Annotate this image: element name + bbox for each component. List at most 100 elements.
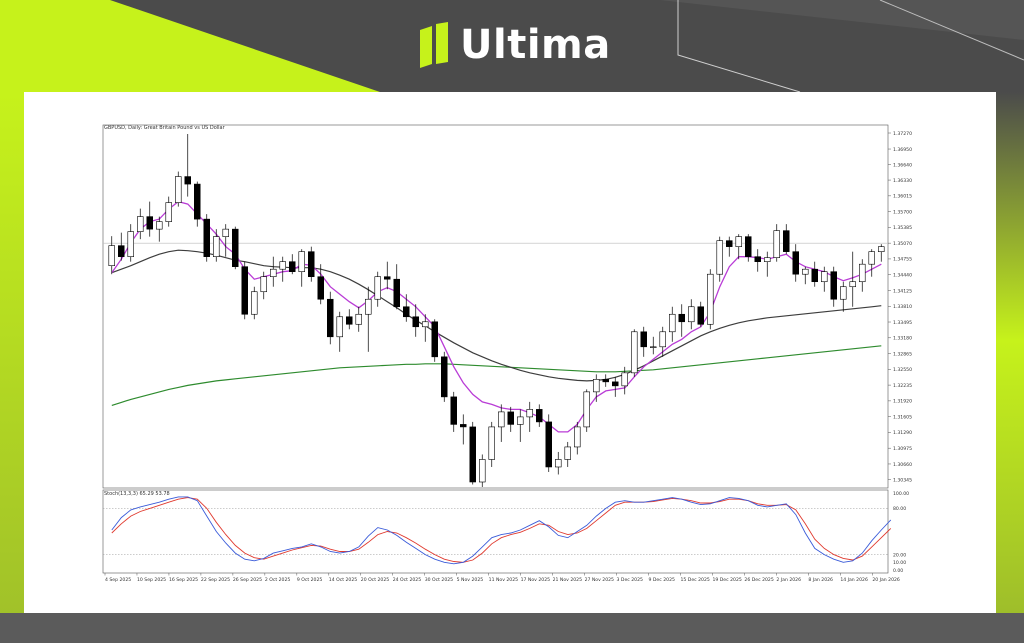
candle	[802, 266, 809, 285]
candle	[716, 236, 723, 282]
bearish-candle-body	[317, 276, 324, 300]
bearish-candle-body	[184, 176, 191, 185]
candle	[431, 319, 438, 362]
date-tick-label: 8 Jan 2026	[808, 577, 833, 583]
candle	[488, 421, 495, 467]
bearish-candle-body	[346, 316, 353, 325]
bearish-candle-body	[602, 379, 609, 383]
candle	[165, 196, 172, 227]
candle	[878, 244, 885, 262]
price-tick-label: 1.32865	[893, 351, 912, 357]
candle	[393, 264, 400, 310]
candle	[108, 236, 115, 275]
price-pane	[102, 124, 889, 574]
bullish-candle-body	[260, 276, 267, 293]
bearish-candle-body	[726, 240, 733, 247]
date-tick-label: 16 Sep 2025	[169, 577, 198, 583]
ultima-logo-mark-icon	[420, 22, 448, 68]
price-tick-label: 1.31920	[893, 399, 912, 405]
candle	[526, 401, 533, 432]
candle	[621, 366, 628, 395]
slow-moving-average-line	[111, 345, 882, 406]
bullish-candle-body	[526, 409, 533, 418]
bearish-candle-body	[507, 411, 514, 425]
moving-averages	[111, 200, 882, 433]
bearish-candle-body	[792, 251, 799, 275]
candle	[574, 421, 581, 455]
bearish-candle-body	[450, 396, 457, 425]
bullish-candle-body	[574, 426, 581, 448]
bullish-candle-body	[802, 268, 809, 275]
bearish-candle-body	[545, 421, 552, 468]
bearish-candle-body	[441, 356, 448, 398]
bearish-candle-body	[289, 261, 296, 273]
candle	[279, 256, 286, 282]
candle	[707, 269, 714, 330]
candle	[764, 251, 771, 277]
date-tick-label: 19 Dec 2025	[712, 577, 741, 583]
bullish-candle-body	[735, 236, 742, 247]
candle	[450, 391, 457, 432]
candle	[593, 374, 600, 402]
stochastic-level-label: 10.00	[893, 560, 906, 566]
bullish-candle-body	[707, 273, 714, 325]
price-tick-label: 1.37270	[893, 131, 912, 137]
price-tick-label: 1.36640	[893, 162, 912, 168]
bullish-candle-body	[298, 251, 305, 273]
bearish-candle-body	[203, 218, 210, 257]
price-pane-border	[102, 124, 889, 489]
candle	[783, 224, 790, 255]
bullish-candle-body	[498, 411, 505, 428]
candle	[137, 208, 144, 240]
stochastic-level-label: 100.00	[893, 491, 909, 497]
bullish-candle-body	[669, 313, 676, 333]
candle	[583, 389, 590, 432]
candle	[127, 224, 134, 262]
candle	[374, 271, 381, 307]
candle	[184, 134, 191, 197]
price-tick-label: 1.32235	[893, 383, 912, 389]
bearish-candle-body	[830, 271, 837, 300]
candle	[726, 236, 733, 257]
price-tick-label: 1.35385	[893, 225, 912, 231]
candle	[412, 304, 419, 337]
ultima-logo: Ultima	[418, 20, 611, 70]
candle	[213, 229, 220, 262]
candle	[298, 249, 305, 287]
date-tick-label: 22 Sep 2025	[201, 577, 230, 583]
bearish-candle-body	[745, 236, 752, 257]
date-axis: 4 Sep 2025 10 Sep 2025 16 Sep 2025 22 Sep 2…	[104, 573, 900, 583]
candle	[830, 266, 837, 307]
bullish-candle-body	[659, 331, 666, 348]
bearish-candle-body	[146, 216, 153, 230]
date-tick-label: 17 Nov 2025	[521, 577, 550, 583]
candle	[498, 404, 505, 442]
date-tick-label: 27 Nov 2025	[585, 577, 614, 583]
bearish-candle-body	[232, 228, 239, 267]
bullish-candle-body	[764, 257, 771, 262]
price-tick-label: 1.36330	[893, 178, 912, 184]
bearish-candle-body	[241, 266, 248, 315]
date-tick-label: 14 Oct 2025	[329, 577, 357, 583]
candle	[384, 261, 391, 290]
candlesticks	[108, 134, 885, 487]
gbpusd-daily-chart: 1.37270 1.36950 1.36640 1.36330 1.36015 1.357…	[102, 124, 912, 583]
bullish-candle-body	[222, 228, 229, 237]
candle	[631, 329, 638, 377]
candle	[555, 451, 562, 475]
date-tick-label: 2 Jan 2026	[776, 577, 801, 583]
date-tick-label: 20 Jan 2026	[872, 577, 900, 583]
candle	[811, 261, 818, 287]
bearish-candle-body	[697, 306, 704, 325]
candle	[289, 254, 296, 275]
candle	[460, 414, 467, 445]
date-tick-label: 5 Nov 2025	[457, 577, 484, 583]
candle	[308, 246, 315, 282]
candle	[849, 251, 856, 307]
bullish-candle-body	[821, 271, 828, 283]
candle	[156, 216, 163, 242]
bearish-candle-body	[412, 316, 419, 328]
bearish-candle-body	[393, 278, 400, 308]
bullish-candle-body	[422, 321, 429, 328]
stochastic-pane: 100.00 80.00 20.00 10.00 0.00	[103, 491, 909, 574]
